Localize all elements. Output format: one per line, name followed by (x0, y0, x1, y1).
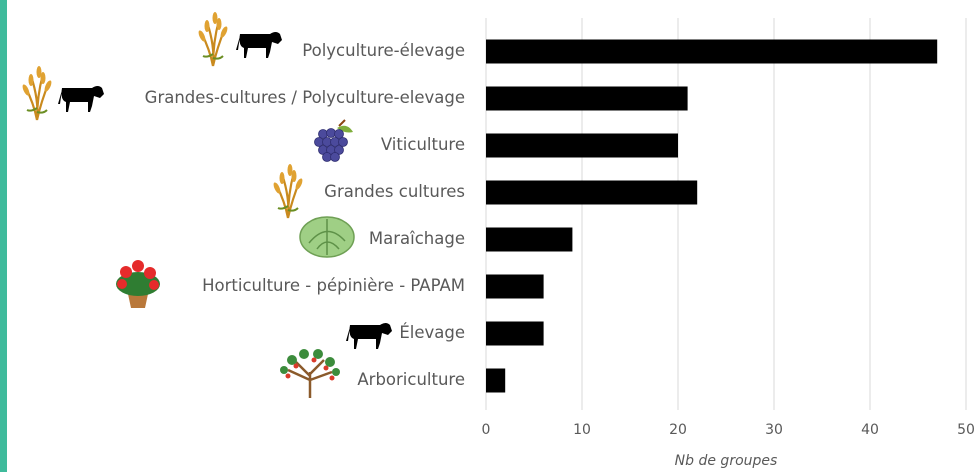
category-label: Horticulture - pépinière - PAPAM (202, 276, 465, 295)
category-label: Maraîchage (369, 229, 465, 248)
bar (486, 275, 544, 299)
category-label: Arboriculture (357, 370, 465, 389)
cabbage-icon (300, 217, 354, 257)
bar (486, 181, 697, 205)
chart: Nb de groupes 0 10 20 30 40 50 Polyculture-éle… (0, 0, 978, 472)
category-label: Polyculture-élevage (302, 41, 465, 60)
category-label: Grandes cultures (324, 182, 465, 201)
x-tick-label: 10 (573, 422, 591, 438)
side-border (0, 0, 7, 472)
category-label: Viticulture (381, 135, 465, 154)
x-tick-label: 50 (957, 422, 975, 438)
category-label: Grandes-cultures / Polyculture-elevage (145, 88, 465, 107)
grapes-icon (315, 120, 354, 162)
wheat-icon (21, 66, 53, 120)
x-axis-title: Nb de groupes (675, 453, 778, 469)
tree-icon (280, 349, 340, 398)
wheat-icon (197, 12, 229, 66)
bar (486, 87, 688, 111)
x-tick-label: 0 (482, 422, 491, 438)
x-tick-label: 30 (765, 422, 783, 438)
cow-icon (58, 86, 104, 112)
cow-icon (346, 323, 392, 349)
bar (486, 322, 544, 346)
category-label: Élevage (399, 323, 465, 342)
bar (486, 40, 937, 64)
bar (486, 369, 505, 393)
bar (486, 228, 572, 252)
x-tick-label: 20 (669, 422, 687, 438)
wheat-icon (272, 164, 304, 218)
bar (486, 134, 678, 158)
flowers-icon (116, 260, 160, 308)
x-tick-label: 40 (861, 422, 879, 438)
cow-icon (236, 32, 282, 58)
